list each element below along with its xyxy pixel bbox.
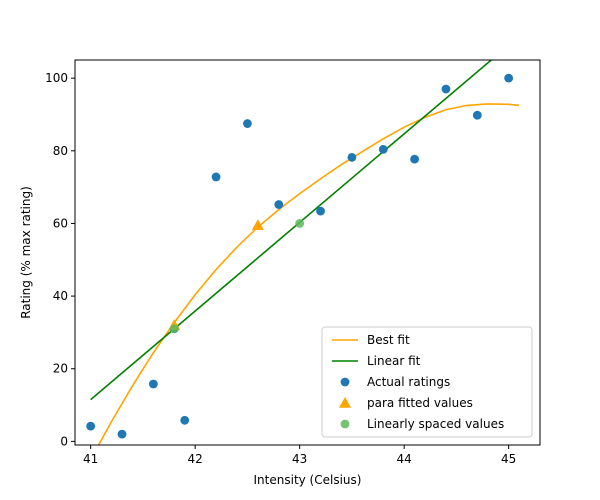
x-tick-label: 43 — [292, 452, 307, 466]
legend-label: para fitted values — [367, 396, 473, 410]
actual-ratings-point — [378, 144, 388, 154]
chart-marks — [86, 60, 520, 445]
x-axis-label: Intensity (Celsius) — [254, 473, 362, 487]
actual-ratings-point — [148, 379, 158, 389]
axis-ticks: 41 42 43 44 45 0 20 40 60 80 100 — [45, 71, 516, 466]
legend-label: Linear fit — [367, 354, 421, 368]
linearly-spaced-values-point — [295, 219, 305, 228]
actual-ratings-point — [117, 429, 127, 439]
legend-label: Linearly spaced values — [367, 417, 504, 431]
actual-ratings-point — [243, 119, 252, 128]
actual-ratings-point — [86, 421, 96, 431]
actual-ratings-point — [316, 206, 325, 216]
y-tick-label: 60 — [53, 216, 68, 230]
legend-label: Actual ratings — [367, 375, 450, 389]
y-axis-label: Rating (% max rating) — [19, 186, 33, 319]
legend-symbol-para-fitted-values — [339, 397, 351, 408]
y-tick-label: 20 — [53, 362, 68, 376]
y-tick-label: 0 — [60, 434, 68, 448]
actual-ratings-point — [504, 73, 514, 83]
legend-box — [321, 326, 533, 438]
legend-symbol-actual-ratings — [340, 377, 350, 387]
y-tick-label: 100 — [45, 71, 68, 85]
series-linearly-spaced-values — [169, 219, 305, 334]
series-linear-fit — [90, 60, 493, 401]
legend-label: Best fit — [367, 333, 410, 347]
plot-frame — [74, 59, 541, 446]
y-tick-label: 80 — [53, 144, 68, 158]
actual-ratings-point — [410, 154, 420, 164]
actual-ratings-point — [180, 415, 190, 425]
x-tick-label: 44 — [397, 452, 412, 466]
actual-ratings-point — [472, 110, 482, 120]
x-tick-label: 41 — [83, 452, 98, 466]
linear-fit-line — [90, 60, 493, 401]
actual-ratings-point — [347, 152, 357, 162]
para-fitted-values-point — [251, 219, 264, 231]
x-tick-label: 45 — [501, 452, 516, 466]
x-tick-label: 42 — [188, 452, 203, 466]
legend-symbol-linearly-spaced-values — [340, 419, 350, 429]
linearly-spaced-values-point — [169, 324, 179, 334]
actual-ratings-point — [274, 200, 284, 209]
legend: Best fit Linear fit Actual ratings para fit… — [321, 326, 533, 438]
y-tick-label: 40 — [53, 289, 68, 303]
actual-ratings-point — [441, 84, 451, 94]
actual-ratings-point — [211, 172, 221, 182]
